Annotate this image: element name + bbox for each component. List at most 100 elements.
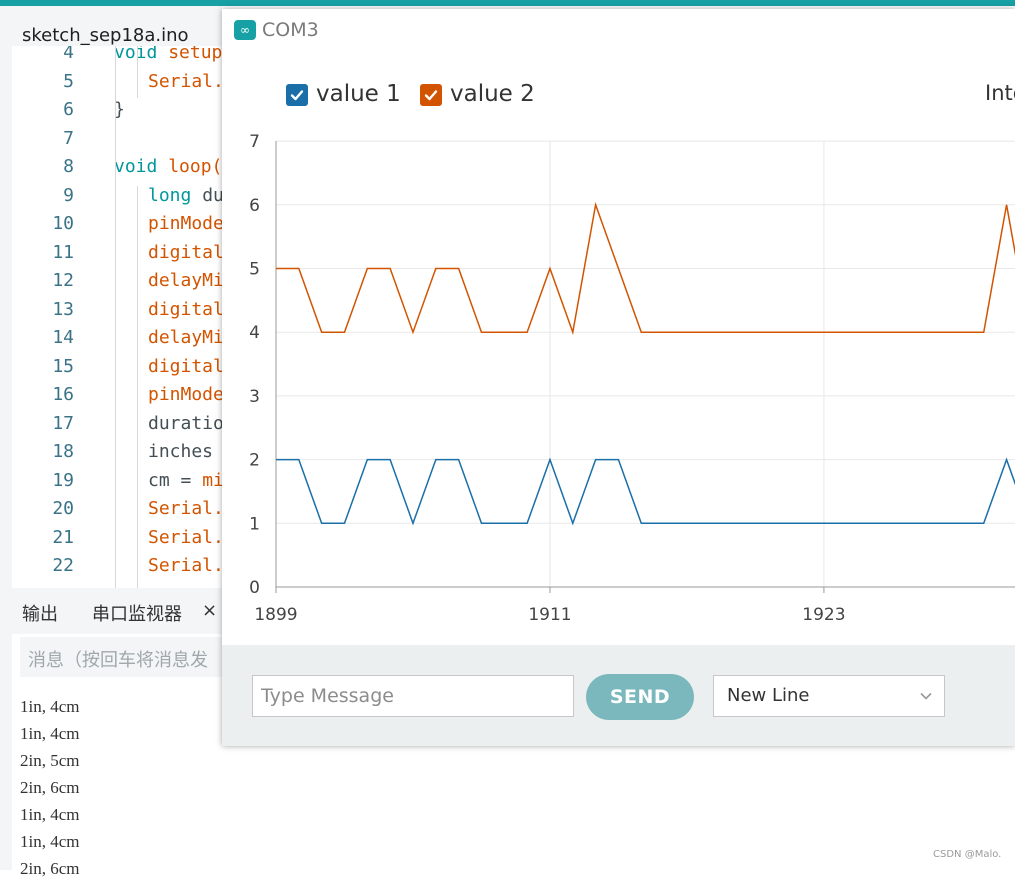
x-tick-label: 1911 xyxy=(528,605,571,625)
code-text: Serial. xyxy=(148,527,222,548)
code-text: digital xyxy=(148,242,222,263)
line-number: 20 xyxy=(52,498,74,519)
line-number: 14 xyxy=(52,327,74,348)
code-line: 22 Serial. xyxy=(12,555,222,583)
code-editor[interactable]: 4 void setup 5 Serial. 6} 7 8 void loop(9 long d… xyxy=(12,46,222,588)
tab-serial-monitor[interactable]: 串口监视器 xyxy=(92,604,182,625)
code-token: loop( xyxy=(157,156,222,177)
line-number: 17 xyxy=(52,412,74,434)
output-line: 1in, 4cm xyxy=(20,832,80,851)
checkbox-value-1[interactable] xyxy=(286,84,308,106)
ide-top-bar xyxy=(0,0,1015,6)
output-line: 2in, 5cm xyxy=(20,751,80,770)
output-line: 2in, 6cm xyxy=(20,859,80,878)
code-text: inches xyxy=(148,441,222,462)
code-line: 21 Serial. xyxy=(12,527,222,555)
checkbox-value-2[interactable] xyxy=(420,84,442,106)
output-line: 1in, 4cm xyxy=(20,724,80,743)
series-line-2 xyxy=(276,201,1015,336)
code-line: 10 pinMode xyxy=(12,213,222,241)
line-number: 9 xyxy=(63,184,74,206)
line-number: 6 xyxy=(63,99,74,120)
code-text: cm = mi xyxy=(148,470,222,491)
chevron-down-icon xyxy=(920,692,932,700)
legend-label: value 1 xyxy=(316,81,401,107)
code-text: } xyxy=(114,99,125,120)
line-number: 7 xyxy=(63,127,74,149)
indent-guide xyxy=(115,46,116,588)
indent-guide xyxy=(137,46,138,98)
code-line: 11 digital xyxy=(12,242,222,270)
send-button[interactable]: SEND xyxy=(586,674,694,720)
tab-output[interactable]: 输出 xyxy=(22,604,58,625)
code-line: 19 cm = mi xyxy=(12,470,222,498)
code-line: 7 xyxy=(12,128,222,156)
code-token: digital xyxy=(148,241,222,263)
code-line: 14 delayMi xyxy=(12,327,222,355)
code-line: 20 Serial. xyxy=(12,498,222,526)
code-text: duratio xyxy=(148,413,222,434)
indent-guide xyxy=(137,186,138,588)
y-tick-label: 4 xyxy=(249,323,260,343)
code-token: Serial. xyxy=(148,70,222,92)
code-text: delayMi xyxy=(148,270,222,291)
file-tab-label: sketch_sep18a.ino xyxy=(22,25,189,46)
plotter-bottom-bar: SEND New Line xyxy=(222,645,1015,746)
code-text: void loop( xyxy=(114,156,222,177)
serial-message-placeholder: 消息（按回车将消息发 xyxy=(28,650,208,671)
ide-left-strip xyxy=(0,46,12,870)
code-token: Serial. xyxy=(148,526,222,548)
code-text: delayMi xyxy=(148,327,222,348)
code-token: setup xyxy=(157,46,222,63)
code-token: inches xyxy=(148,441,222,462)
code-line: 15 digital xyxy=(12,356,222,384)
code-token: delayMi xyxy=(148,327,222,348)
code-token: cm = xyxy=(148,469,203,491)
code-text: digital xyxy=(148,299,222,320)
code-line: 18 inches xyxy=(12,441,222,469)
line-number: 19 xyxy=(52,469,74,491)
check-icon xyxy=(290,90,304,101)
code-text: digital xyxy=(148,356,222,377)
y-tick-label: 2 xyxy=(249,451,260,471)
line-number: 4 xyxy=(63,46,74,63)
code-line: 9 long du xyxy=(12,185,222,213)
plotter-titlebar: ∞ COM3 xyxy=(222,9,1015,51)
line-number: 13 xyxy=(52,298,74,320)
code-token: long xyxy=(148,184,192,206)
y-tick-label: 7 xyxy=(249,133,260,152)
watermark: CSDN @Malo. xyxy=(933,849,1002,860)
line-number: 21 xyxy=(52,526,74,548)
line-ending-value: New Line xyxy=(727,685,810,706)
close-icon[interactable]: × xyxy=(202,600,218,621)
code-line: 5 Serial. xyxy=(12,71,222,99)
type-message-input[interactable] xyxy=(252,675,574,717)
serial-message-input[interactable]: 消息（按回车将消息发 xyxy=(20,637,222,677)
interpolate-toggle-label[interactable]: Inte xyxy=(985,81,1015,105)
code-line: 8 void loop( xyxy=(12,156,222,184)
x-tick-label: 1899 xyxy=(254,605,297,625)
y-tick-label: 0 xyxy=(249,578,260,598)
code-text: pinMode xyxy=(148,213,222,234)
code-token: void xyxy=(114,46,158,63)
code-line: 4 void setup xyxy=(12,46,222,70)
line-number: 5 xyxy=(63,70,74,92)
y-tick-label: 3 xyxy=(249,387,260,407)
code-token: du xyxy=(191,184,222,206)
code-line: 16 pinMode xyxy=(12,384,222,412)
code-token: digital xyxy=(148,298,222,320)
line-number: 11 xyxy=(52,241,74,263)
file-tab[interactable]: sketch_sep18a.ino xyxy=(0,6,222,52)
series-line-1 xyxy=(276,457,1015,526)
x-tick-label: 1923 xyxy=(802,605,845,625)
code-token: digital xyxy=(148,355,222,377)
line-ending-select[interactable]: New Line xyxy=(713,675,945,717)
line-number: 15 xyxy=(52,355,74,377)
line-number: 18 xyxy=(52,441,74,462)
line-chart: 0 1 2 3 4 5 6 7 1899 1911 1923 xyxy=(249,133,1015,625)
code-token: } xyxy=(114,99,125,120)
code-line: 17 duratio xyxy=(12,413,222,441)
code-line: 6} xyxy=(12,99,222,127)
code-token: void xyxy=(114,156,158,177)
code-token: pinMode xyxy=(148,213,222,234)
